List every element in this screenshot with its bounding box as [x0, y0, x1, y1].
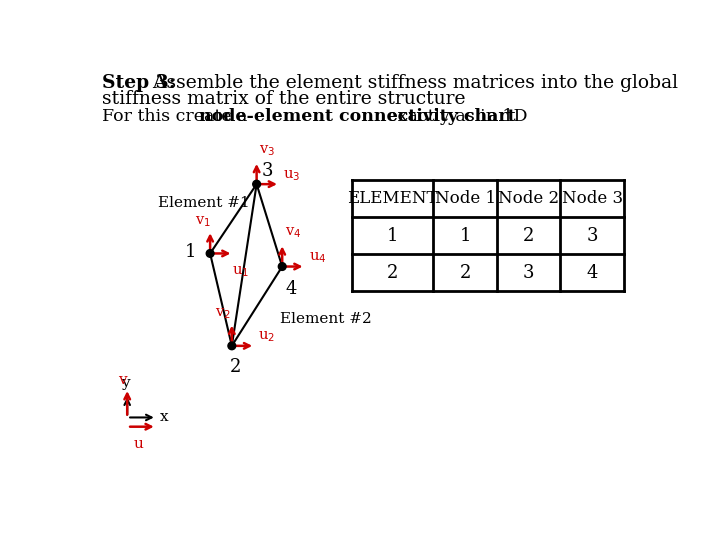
Text: For this create a: For this create a [102, 108, 253, 125]
Circle shape [279, 262, 286, 271]
Text: 2: 2 [459, 264, 471, 282]
Text: node-element connectivity chart: node-element connectivity chart [199, 108, 516, 125]
Text: u: u [133, 437, 143, 451]
Text: u$_2$: u$_2$ [258, 329, 275, 345]
Text: 3: 3 [261, 161, 273, 179]
Text: v$_3$: v$_3$ [259, 143, 275, 158]
Text: Node 2: Node 2 [498, 190, 559, 207]
Text: u$_4$: u$_4$ [309, 251, 326, 265]
Text: y: y [120, 376, 129, 390]
Text: u$_1$: u$_1$ [232, 264, 249, 279]
Text: v$_4$: v$_4$ [284, 226, 301, 240]
Text: Node 1: Node 1 [435, 190, 495, 207]
Text: 2: 2 [387, 264, 398, 282]
Text: v: v [118, 373, 127, 387]
Text: v$_2$: v$_2$ [215, 307, 230, 321]
Text: Element #2: Element #2 [280, 312, 372, 326]
Text: 2: 2 [230, 358, 241, 376]
Circle shape [253, 180, 261, 188]
Text: x: x [160, 410, 168, 424]
Text: Step 3:: Step 3: [102, 74, 176, 92]
Text: exactly as in 1D: exactly as in 1D [382, 108, 527, 125]
Text: v$_1$: v$_1$ [194, 214, 210, 229]
Text: 2: 2 [523, 227, 534, 245]
Text: Element #1: Element #1 [158, 196, 250, 210]
Text: Assemble the element stiffness matrices into the global: Assemble the element stiffness matrices … [147, 74, 678, 92]
Text: ELEMENT: ELEMENT [347, 190, 438, 207]
Circle shape [228, 342, 235, 350]
Circle shape [206, 249, 214, 257]
Text: Node 3: Node 3 [562, 190, 623, 207]
Text: u$_3$: u$_3$ [283, 168, 300, 183]
Text: 4: 4 [587, 264, 598, 282]
Text: 3: 3 [587, 227, 598, 245]
Text: 3: 3 [523, 264, 534, 282]
Text: 1: 1 [184, 243, 196, 261]
Text: 4: 4 [285, 280, 297, 299]
Text: stiffness matrix of the entire structure: stiffness matrix of the entire structure [102, 90, 465, 108]
Text: 1: 1 [459, 227, 471, 245]
Text: 1: 1 [387, 227, 398, 245]
